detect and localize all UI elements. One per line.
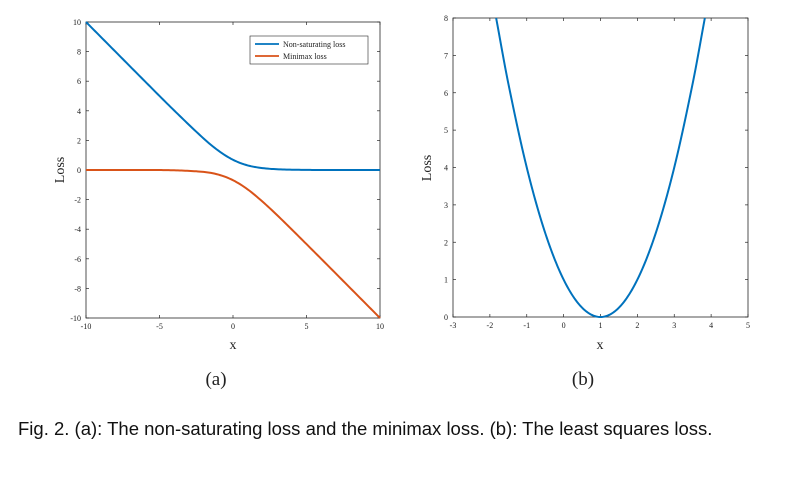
x-tick-label: -3 <box>450 321 457 330</box>
x-ticks-a: -10 -5 0 5 10 <box>81 22 384 331</box>
x-axis-label-a: x <box>230 338 237 353</box>
legend-label-minimax: Minimax loss <box>283 52 327 61</box>
figure-caption: Fig. 2. (a): The non-saturating loss and… <box>18 418 713 439</box>
y-tick-label: 2 <box>444 238 448 247</box>
series-line-non-saturating-loss <box>85 21 380 172</box>
plot-area-b <box>452 17 749 318</box>
x-tick-label: 4 <box>709 321 713 330</box>
x-tick-label: -1 <box>523 321 530 330</box>
legend-label-non-saturating: Non-saturating loss <box>283 40 345 49</box>
y-tick-label: 3 <box>444 201 448 210</box>
y-tick-label: 0 <box>444 313 448 322</box>
y-tick-label: 8 <box>77 48 81 57</box>
y-tick-label: -2 <box>74 196 81 205</box>
x-tick-label: 0 <box>562 321 566 330</box>
y-tick-label: -10 <box>70 314 81 323</box>
y-tick-label: 4 <box>77 107 81 116</box>
x-tick-label: -10 <box>81 322 92 331</box>
x-tick-label: 3 <box>672 321 676 330</box>
x-ticks-b: -3 -2 -1 0 1 2 3 4 5 <box>450 18 750 330</box>
y-tick-label: -6 <box>74 255 81 264</box>
series-line-least-squares-loss <box>495 17 706 318</box>
y-tick-label: 2 <box>77 136 81 145</box>
x-tick-label: -5 <box>156 322 163 331</box>
y-axis-label-b: Loss <box>420 155 435 181</box>
series-line-minimax-loss <box>86 168 381 319</box>
chart-panel-b: -3 -2 -1 0 1 2 3 4 5 0 1 2 3 4 5 6 7 8 x Loss (b) <box>420 14 750 390</box>
y-tick-label: 8 <box>444 14 448 23</box>
x-tick-label: 2 <box>635 321 639 330</box>
x-tick-label: 5 <box>746 321 750 330</box>
y-ticks-b: 0 1 2 3 4 5 6 7 8 <box>444 14 748 322</box>
legend-box <box>249 35 369 65</box>
y-tick-label: -8 <box>74 284 81 293</box>
y-tick-label: 0 <box>77 166 81 175</box>
series-group-a <box>85 21 381 319</box>
panel-label-b: (b) <box>572 369 594 390</box>
y-tick-label: 1 <box>444 276 448 285</box>
x-axis-label-b: x <box>597 338 604 353</box>
y-tick-label: 5 <box>444 126 448 135</box>
y-tick-label: 6 <box>444 89 448 98</box>
y-tick-label: 4 <box>444 164 448 173</box>
y-tick-label: 10 <box>73 18 81 27</box>
x-tick-label: 0 <box>231 322 235 331</box>
legend-a: Non-saturating loss Minimax loss <box>249 35 369 65</box>
x-tick-label: 5 <box>305 322 309 331</box>
x-tick-label: -2 <box>487 321 494 330</box>
x-tick-label: 1 <box>599 321 603 330</box>
panel-label-a: (a) <box>205 369 226 390</box>
y-tick-label: -4 <box>74 225 81 234</box>
y-tick-label: 7 <box>444 51 448 60</box>
x-tick-label: 10 <box>376 322 384 331</box>
y-tick-label: 6 <box>77 77 81 86</box>
series-group-b <box>495 17 706 318</box>
y-axis-label-a: Loss <box>53 157 68 183</box>
